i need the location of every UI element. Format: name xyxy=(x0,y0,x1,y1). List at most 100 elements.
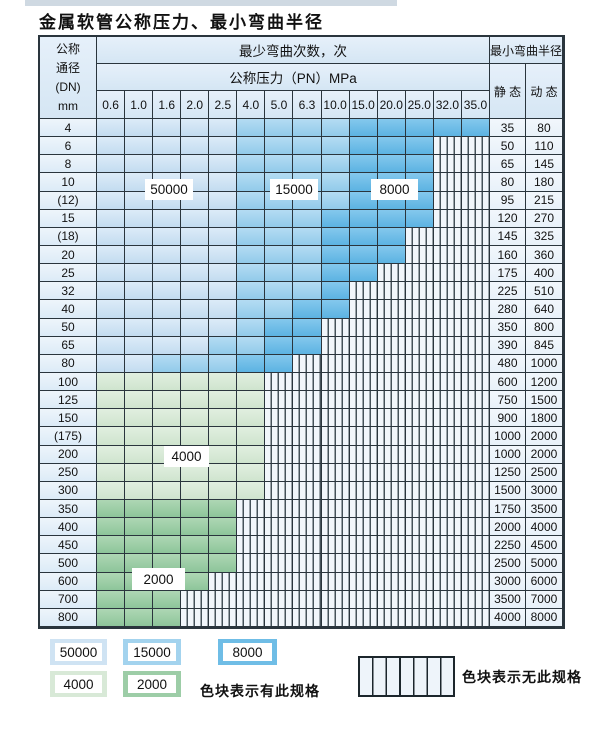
grid-cell-dn300-pn10.0 xyxy=(321,481,350,500)
grid-cell-dn450-pn10.0 xyxy=(321,536,350,555)
grid-cell-dn80-pn1.6 xyxy=(153,354,182,373)
grid-cell-dn(12)-pn35.0 xyxy=(461,191,490,210)
grid-cell-dn50-pn6.3 xyxy=(293,318,322,337)
grid-cell-dn700-pn6.3 xyxy=(293,590,322,609)
grid-cell-dn20-pn2.5 xyxy=(209,245,238,265)
grid-cell-dn80-pn20.0 xyxy=(377,354,406,373)
dynamic-value: 1500 xyxy=(525,391,563,410)
dn-label: 4 xyxy=(40,119,97,138)
grid-cell-dn500-pn25.0 xyxy=(405,554,434,573)
grid-cell-dn(18)-pn32.0 xyxy=(433,227,462,246)
corner-header-line: mm xyxy=(58,98,78,113)
grid-cell-dn(175)-pn35.0 xyxy=(461,427,490,446)
dynamic-value: 845 xyxy=(525,336,563,355)
grid-cell-dn125-pn2.0 xyxy=(181,391,210,410)
static-value: 2500 xyxy=(489,554,526,573)
dynamic-header: 动 态 xyxy=(525,64,563,119)
grid-cell-dn700-pn10.0 xyxy=(321,590,350,609)
grid-cell-dn10-pn4.0 xyxy=(237,173,266,192)
static-value: 175 xyxy=(489,264,526,283)
grid-cell-dn20-pn1.0 xyxy=(125,245,154,265)
dynamic-value: 2000 xyxy=(525,427,563,446)
grid-cell-dn8-pn10.0 xyxy=(321,155,350,174)
grid-cell-dn80-pn35.0 xyxy=(461,354,490,373)
dn-label: 500 xyxy=(40,554,97,573)
grid-cell-dn200-pn20.0 xyxy=(377,445,406,464)
pressure-col-20.0: 20.0 xyxy=(377,91,406,119)
grid-cell-dn40-pn20.0 xyxy=(377,300,406,319)
dynamic-value: 1200 xyxy=(525,372,563,392)
grid-cell-dn300-pn20.0 xyxy=(377,481,406,500)
grid-cell-dn300-pn6.3 xyxy=(293,481,322,500)
grid-cell-dn125-pn0.6 xyxy=(97,391,126,410)
grid-cell-dn(18)-pn0.6 xyxy=(97,227,126,246)
legend-swatch-8000: 8000 xyxy=(218,639,277,665)
grid-cell-dn(12)-pn32.0 xyxy=(433,191,462,210)
grid-cell-dn6-pn0.6 xyxy=(97,137,126,156)
grid-cell-dn350-pn6.3 xyxy=(293,499,322,519)
dynamic-value: 360 xyxy=(525,245,563,265)
grid-cell-dn8-pn35.0 xyxy=(461,155,490,174)
dynamic-value: 400 xyxy=(525,264,563,283)
grid-cell-dn(175)-pn10.0 xyxy=(321,427,350,446)
grid-cell-dn500-pn5.0 xyxy=(265,554,294,573)
grid-cell-dn250-pn5.0 xyxy=(265,463,294,482)
grid-cell-dn150-pn4.0 xyxy=(237,409,266,428)
legend-swatch-label: 2000 xyxy=(128,675,176,693)
dn-label: (175) xyxy=(40,427,97,446)
pressure-col-2.5: 2.5 xyxy=(209,91,238,119)
grid-cell-dn350-pn1.6 xyxy=(153,499,182,519)
grid-cell-dn125-pn1.6 xyxy=(153,391,182,410)
grid-cell-dn6-pn1.0 xyxy=(125,137,154,156)
dynamic-value: 2000 xyxy=(525,445,563,464)
grid-cell-dn6-pn10.0 xyxy=(321,137,350,156)
pressure-col-25.0: 25.0 xyxy=(405,91,434,119)
grid-cell-dn80-pn2.0 xyxy=(181,354,210,373)
grid-cell-dn80-pn1.0 xyxy=(125,354,154,373)
grid-cell-dn700-pn1.6 xyxy=(153,590,182,609)
grid-cell-dn150-pn5.0 xyxy=(265,409,294,428)
grid-cell-dn(18)-pn6.3 xyxy=(293,227,322,246)
dn-label: 450 xyxy=(40,536,97,555)
legend-swatch-label: 4000 xyxy=(55,675,102,693)
grid-cell-dn800-pn6.3 xyxy=(293,608,322,627)
grid-cell-dn100-pn6.3 xyxy=(293,372,322,392)
grid-cell-dn(12)-pn0.6 xyxy=(97,191,126,210)
dynamic-value: 3000 xyxy=(525,481,563,500)
grid-cell-dn800-pn20.0 xyxy=(377,608,406,627)
grid-cell-dn400-pn10.0 xyxy=(321,518,350,537)
grid-cell-dn20-pn5.0 xyxy=(265,245,294,265)
grid-cell-dn15-pn10.0 xyxy=(321,209,350,228)
static-value: 145 xyxy=(489,227,526,246)
grid-cell-dn600-pn5.0 xyxy=(265,572,294,591)
static-value: 350 xyxy=(489,318,526,337)
pressure-col-0.6: 0.6 xyxy=(97,91,126,119)
static-value: 1250 xyxy=(489,463,526,482)
static-value: 80 xyxy=(489,173,526,192)
grid-cell-dn600-pn4.0 xyxy=(237,572,266,591)
grid-cell-dn10-pn10.0 xyxy=(321,173,350,192)
grid-cell-dn125-pn35.0 xyxy=(461,391,490,410)
static-header: 静 态 xyxy=(489,64,526,119)
pressure-col-35.0: 35.0 xyxy=(461,91,490,119)
dynamic-value: 8000 xyxy=(525,608,563,627)
grid-cell-dn500-pn10.0 xyxy=(321,554,350,573)
grid-cell-dn15-pn0.6 xyxy=(97,209,126,228)
grid-cell-dn32-pn15.0 xyxy=(349,282,378,301)
grid-cell-dn350-pn5.0 xyxy=(265,499,294,519)
grid-cell-dn65-pn35.0 xyxy=(461,336,490,355)
grid-cell-dn100-pn32.0 xyxy=(433,372,462,392)
grid-cell-dn700-pn0.6 xyxy=(97,590,126,609)
grid-cell-dn32-pn2.0 xyxy=(181,282,210,301)
grid-cell-dn125-pn20.0 xyxy=(377,391,406,410)
pressure-col-15.0: 15.0 xyxy=(349,91,378,119)
corner-header-line: 通径 xyxy=(55,60,80,75)
static-value: 4000 xyxy=(489,608,526,627)
grid-cell-dn400-pn0.6 xyxy=(97,518,126,537)
grid-cell-dn50-pn5.0 xyxy=(265,318,294,337)
grid-cell-dn6-pn35.0 xyxy=(461,137,490,156)
grid-cell-dn80-pn5.0 xyxy=(265,354,294,373)
grid-cell-dn32-pn20.0 xyxy=(377,282,406,301)
static-value: 35 xyxy=(489,119,526,138)
grid-cell-dn65-pn1.6 xyxy=(153,336,182,355)
